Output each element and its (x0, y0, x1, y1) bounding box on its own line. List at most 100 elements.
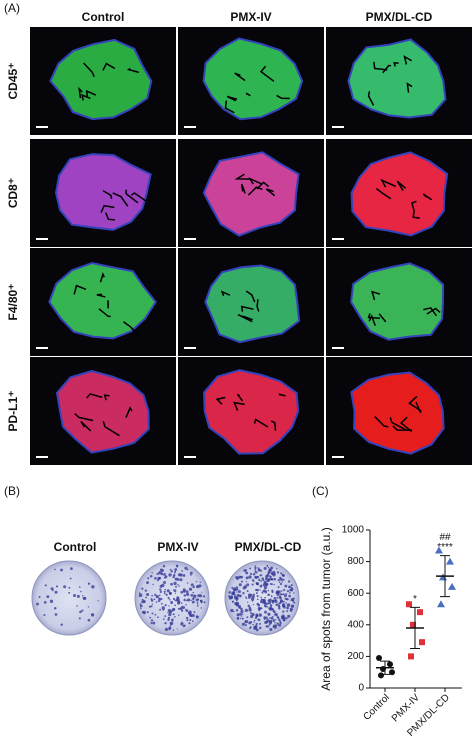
significance: ## (439, 532, 451, 543)
colony (270, 608, 272, 611)
colony (278, 605, 281, 608)
row-label: F4/80⁺ (6, 283, 20, 320)
tissue-section (347, 38, 447, 119)
crack (380, 178, 397, 188)
colony (174, 615, 176, 618)
data-point (406, 601, 412, 608)
colony (247, 601, 249, 603)
colony (260, 596, 262, 599)
colony (260, 607, 263, 610)
data-point (410, 621, 416, 628)
colony (291, 608, 294, 611)
colony (282, 610, 285, 613)
crack (78, 86, 83, 99)
colony (79, 610, 82, 614)
colony (169, 624, 172, 627)
colony (180, 602, 183, 604)
colony (186, 616, 189, 620)
crack (378, 313, 387, 323)
colony (170, 582, 173, 586)
crack (236, 393, 244, 402)
colony (280, 590, 283, 592)
colony (161, 606, 165, 610)
colony (290, 584, 293, 587)
crack (374, 415, 389, 428)
colony (172, 597, 176, 601)
colony (81, 595, 84, 597)
dish (31, 560, 107, 636)
colony (152, 583, 154, 586)
colony (275, 618, 277, 621)
colony (192, 585, 195, 589)
colony (78, 617, 81, 620)
colony (268, 607, 271, 610)
colony (278, 602, 280, 605)
colony (190, 614, 193, 618)
colony (91, 585, 95, 589)
crack (426, 307, 441, 315)
data-point (417, 609, 423, 616)
y-tick-label: 1000 (342, 525, 365, 536)
tissue-section (204, 264, 301, 344)
colony (289, 591, 291, 594)
colony (169, 622, 172, 624)
x-tick-label: Control (361, 692, 392, 723)
colony (149, 616, 152, 619)
crack (102, 421, 120, 437)
colony (251, 600, 254, 602)
colony (228, 595, 231, 598)
colony (169, 568, 172, 571)
colony (260, 601, 262, 604)
colony (175, 585, 178, 588)
colony (246, 616, 249, 619)
colony (160, 572, 164, 576)
colony (190, 583, 194, 587)
crack (367, 91, 375, 106)
colony (168, 613, 172, 617)
colony (252, 623, 254, 626)
colony (185, 609, 189, 612)
colony (158, 594, 161, 597)
colony (253, 580, 255, 583)
colony (196, 603, 199, 605)
colony (70, 567, 73, 571)
colony (240, 615, 243, 617)
colony (288, 585, 292, 589)
tissue-section (350, 151, 449, 237)
colony (236, 600, 238, 602)
colony (267, 567, 270, 569)
colony (83, 596, 87, 600)
crack (373, 61, 388, 71)
colony (191, 600, 195, 604)
colony (270, 598, 272, 600)
colony (265, 583, 269, 587)
colony (155, 601, 158, 603)
colony (286, 606, 289, 610)
colony (164, 627, 169, 632)
crack (80, 420, 92, 432)
colony (138, 592, 141, 595)
colony (232, 600, 235, 603)
crack (74, 413, 94, 422)
colony (76, 594, 80, 598)
colony (256, 598, 259, 601)
colony (197, 598, 200, 601)
colony (254, 565, 257, 567)
crack (393, 62, 399, 67)
colony (285, 617, 288, 620)
colony (172, 574, 176, 577)
tissue (49, 38, 153, 121)
colony (177, 607, 180, 610)
colony (245, 576, 249, 580)
colony (266, 564, 269, 567)
crack (411, 200, 417, 211)
tissue (350, 151, 449, 237)
colony (241, 617, 244, 620)
colony (230, 608, 234, 613)
colony (43, 613, 46, 617)
tissue-section (202, 37, 304, 121)
colony (285, 602, 287, 604)
colony (174, 570, 176, 573)
colony (151, 612, 154, 615)
colony (285, 593, 288, 595)
